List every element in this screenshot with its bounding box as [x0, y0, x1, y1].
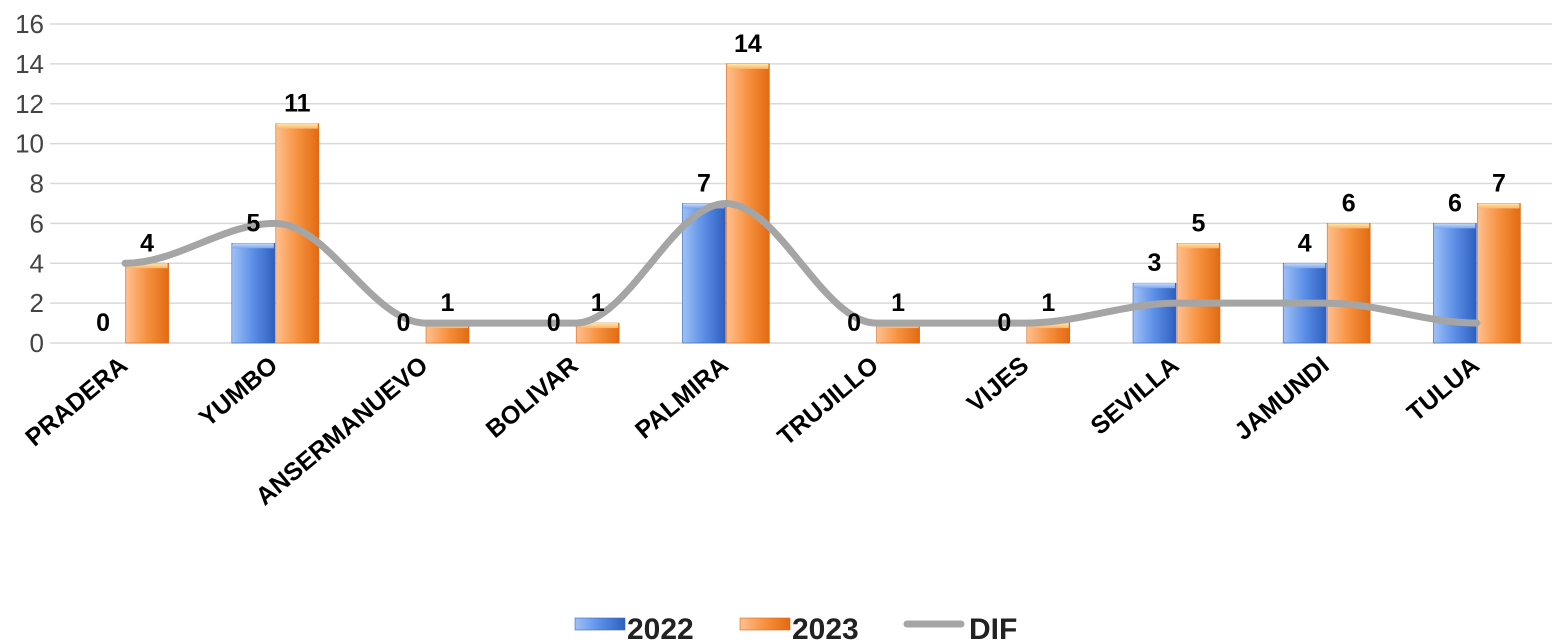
bars [125, 63, 1521, 344]
bar-2023-sevilla [1176, 243, 1221, 344]
x-tick-label: JAMUNDI [1229, 351, 1334, 446]
bar-2023-yumbo [275, 123, 320, 344]
data-label-2022-pradera: 0 [96, 309, 110, 337]
y-axis: 0 2 4 6 8 10 12 14 16 [15, 9, 44, 358]
bar-top-2023-palmira [727, 63, 769, 69]
bar-top-2022-sevilla [1134, 283, 1175, 289]
bar-top-2023-sevilla [1178, 243, 1219, 249]
data-label-2022-sevilla: 3 [1148, 249, 1162, 277]
dif-line [121, 199, 1481, 327]
bar-2022-yumbo [231, 243, 276, 344]
bar-top-2023-yumbo [276, 123, 318, 129]
y-tick-label: 6 [30, 208, 44, 238]
data-label-2022-bolivar: 0 [547, 309, 561, 337]
y-tick-label: 12 [15, 89, 44, 119]
data-label-2023-pradera: 4 [140, 229, 154, 257]
data-label-2022-palmira: 7 [697, 169, 711, 197]
bar-2023-jamundi [1326, 223, 1371, 344]
legend-label-2022: 2022 [627, 613, 694, 642]
legend: 2022 2023 DIF [574, 613, 1017, 642]
bar-top-2023-bolivar [577, 323, 619, 329]
bar-top-2022-yumbo [232, 243, 274, 249]
x-tick-label: SEVILLA [1085, 351, 1184, 440]
bar-2022-sevilla [1132, 282, 1177, 344]
x-tick-label: TRUJILLO [772, 351, 884, 451]
legend-label-DIF: DIF [969, 613, 1017, 642]
data-label-2023-bolivar: 1 [591, 289, 605, 317]
bar-top-2022-tulua [1434, 223, 1476, 229]
data-label-2023-sevilla: 5 [1192, 209, 1206, 237]
y-tick-label: 0 [30, 328, 44, 358]
data-label-2023-ansermanuevo: 1 [441, 289, 455, 317]
data-label-2023-vijes: 1 [1041, 289, 1055, 317]
x-tick-label: PRADERA [20, 351, 133, 452]
data-label-2022-trujillo: 0 [847, 309, 861, 337]
bar-2023-tulua [1477, 203, 1521, 344]
data-label-2023-trujillo: 1 [891, 289, 905, 317]
x-tick-label: YUMBO [194, 351, 283, 432]
bar-top-2022-jamundi [1284, 263, 1326, 269]
legend-swatch-2022 [574, 617, 626, 631]
data-labels: 0 4 5 11 0 1 0 1 7 14 0 1 0 1 3 5 4 6 6 7 [96, 30, 1506, 337]
data-label-2022-vijes: 0 [997, 309, 1011, 337]
data-label-2022-jamundi: 4 [1298, 229, 1312, 257]
y-tick-label: 2 [30, 288, 44, 318]
data-label-2022-yumbo: 5 [246, 209, 260, 237]
x-tick-label: BOLIVAR [481, 351, 584, 444]
bar-2022-palmira [682, 203, 726, 344]
data-label-2023-palmira: 14 [734, 30, 762, 58]
bar-2023-pradera [125, 262, 169, 344]
x-tick-label: VIJES [962, 351, 1034, 418]
x-tick-label: TULUA [1402, 351, 1485, 427]
y-tick-label: 4 [30, 248, 44, 278]
data-label-2022-tulua: 6 [1448, 189, 1462, 217]
bar-top-2023-vijes [1027, 323, 1069, 329]
y-tick-label: 16 [15, 9, 44, 39]
y-tick-label: 14 [15, 49, 44, 79]
data-label-2023-jamundi: 6 [1342, 189, 1356, 217]
bar-top-2022-palmira [683, 203, 725, 209]
dif-series-line [121, 199, 1481, 327]
data-label-2023-yumbo: 11 [284, 90, 311, 118]
y-tick-label: 8 [30, 169, 44, 199]
bar-top-2023-tulua [1478, 203, 1520, 209]
x-tick-label: PALMIRA [630, 351, 734, 444]
y-tick-label: 10 [15, 129, 44, 159]
data-label-2023-tulua: 7 [1492, 169, 1506, 197]
bar-top-2023-jamundi [1328, 223, 1370, 229]
legend-swatch-2023 [739, 617, 791, 631]
legend-label-2023: 2023 [792, 613, 859, 642]
data-label-2022-ansermanuevo: 0 [397, 309, 411, 337]
bar-top-2023-pradera [126, 263, 168, 269]
grid-lines [50, 23, 1552, 344]
